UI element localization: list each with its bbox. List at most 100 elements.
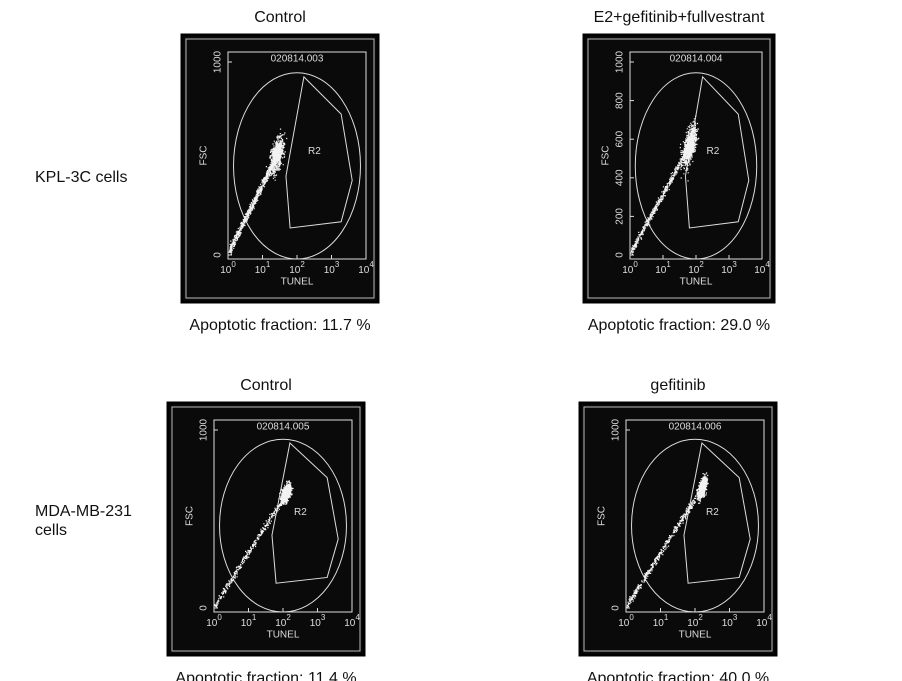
y-axis-label: FSC [597, 506, 608, 526]
file-id: 020814.003 [271, 54, 324, 65]
y-tick-label: 1000 [199, 418, 210, 441]
y-tick-label: 200 [615, 208, 626, 225]
x-tick-exp: 1 [666, 260, 671, 269]
gate-polygon [684, 75, 750, 229]
scatter-dots [228, 128, 288, 255]
x-tick-label: 100 [220, 260, 236, 276]
panel-caption: Apoptotic fraction: 29.0 % [588, 317, 770, 334]
scatter-dots [630, 115, 700, 255]
x-tick-label: 100 [206, 613, 222, 629]
panel-title: Control [254, 9, 306, 26]
panel-frame [180, 33, 380, 304]
x-tick-base: 10 [653, 618, 665, 629]
x-tick-exp: 2 [300, 260, 305, 269]
x-tick-exp: 4 [355, 613, 360, 622]
y-tick-label: 0 [611, 605, 622, 611]
x-tick-base: 10 [220, 265, 232, 276]
x-tick-exp: 4 [765, 260, 770, 269]
x-tick-exp: 3 [321, 613, 326, 622]
y-tick-label: 1000 [615, 50, 626, 73]
y-tick-label: 800 [615, 92, 626, 109]
x-tick-base: 10 [358, 265, 370, 276]
x-tick-exp: 0 [633, 260, 638, 269]
x-tick-label: 100 [622, 260, 638, 276]
file-id: 020814.005 [257, 422, 310, 433]
panel-inner-border [583, 406, 773, 652]
panel-caption: Apoptotic fraction: 40.0 % [587, 670, 769, 681]
x-tick-exp: 2 [286, 613, 291, 622]
gate-polygon [683, 442, 751, 584]
y-tick-label: 1000 [213, 50, 224, 73]
x-tick-label: 103 [310, 613, 326, 629]
x-axis-label: TUNEL [679, 630, 712, 641]
file-id: 020814.006 [669, 422, 722, 433]
x-tick-exp: 2 [698, 613, 703, 622]
x-tick-base: 10 [687, 618, 699, 629]
x-tick-base: 10 [754, 265, 766, 276]
x-tick-base: 10 [289, 265, 301, 276]
x-tick-label: 101 [255, 260, 271, 276]
row-label: cells [35, 522, 67, 539]
y-tick-label: 1000 [611, 418, 622, 441]
panel-title: E2+gefitinib+fullvestrant [594, 9, 765, 26]
panel-frame [582, 33, 776, 304]
gate-label: R2 [294, 507, 307, 518]
x-tick-label: 102 [687, 613, 703, 629]
x-tick-exp: 1 [252, 613, 257, 622]
x-tick-exp: 0 [231, 260, 236, 269]
y-tick-label: 400 [615, 169, 626, 186]
x-tick-exp: 3 [733, 613, 738, 622]
y-axis-label: FSC [601, 146, 612, 166]
x-tick-base: 10 [241, 618, 253, 629]
y-tick-label: 0 [213, 252, 224, 258]
x-tick-base: 10 [618, 618, 630, 629]
x-axis-label: TUNEL [680, 277, 713, 288]
x-tick-label: 100 [618, 613, 634, 629]
panel-inner-border [171, 406, 361, 652]
x-tick-base: 10 [275, 618, 287, 629]
panel-caption: Apoptotic fraction: 11.4 % [175, 670, 356, 681]
x-tick-base: 10 [622, 265, 634, 276]
panel-title: gefitinib [650, 377, 705, 394]
y-axis-label: FSC [199, 146, 210, 166]
gate-label: R2 [706, 507, 719, 518]
x-tick-label: 102 [688, 260, 704, 276]
x-tick-exp: 3 [335, 260, 340, 269]
x-tick-base: 10 [310, 618, 322, 629]
x-tick-exp: 3 [732, 260, 737, 269]
panel-inner-border [185, 38, 375, 299]
x-tick-base: 10 [255, 265, 267, 276]
gate-label: R2 [707, 146, 720, 157]
x-tick-label: 102 [275, 613, 291, 629]
x-tick-label: 101 [241, 613, 257, 629]
x-tick-label: 104 [344, 613, 360, 629]
panel-title: Control [240, 377, 292, 394]
y-axis-label: FSC [185, 506, 196, 526]
x-tick-exp: 4 [767, 613, 772, 622]
y-tick-label: 0 [199, 605, 210, 611]
x-tick-label: 102 [289, 260, 305, 276]
x-tick-base: 10 [206, 618, 218, 629]
x-tick-label: 104 [358, 260, 374, 276]
row-label: KPL-3C cells [35, 169, 127, 186]
x-tick-base: 10 [324, 265, 336, 276]
x-tick-label: 103 [324, 260, 340, 276]
x-tick-label: 104 [756, 613, 772, 629]
x-tick-base: 10 [344, 618, 356, 629]
row-label: MDA-MB-231 [35, 503, 132, 520]
x-tick-exp: 1 [664, 613, 669, 622]
scatter-dots [214, 480, 294, 609]
x-tick-base: 10 [722, 618, 734, 629]
y-tick-label: 0 [615, 252, 626, 258]
x-tick-base: 10 [688, 265, 700, 276]
x-tick-label: 103 [722, 613, 738, 629]
x-axis-label: TUNEL [281, 277, 314, 288]
panel-frame [578, 401, 778, 657]
x-tick-base: 10 [756, 618, 768, 629]
x-tick-exp: 4 [369, 260, 374, 269]
x-tick-label: 101 [653, 613, 669, 629]
panel-inner-border [587, 38, 771, 299]
scatter-dots [626, 472, 709, 608]
file-id: 020814.004 [670, 54, 723, 65]
